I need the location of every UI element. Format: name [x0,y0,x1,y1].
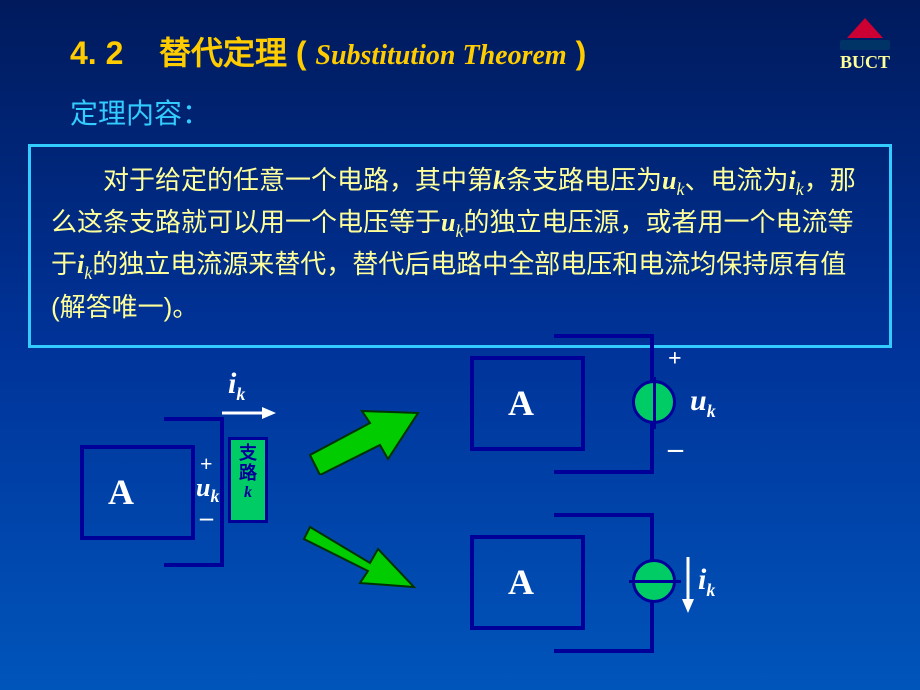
branch-sub: k [231,484,265,502]
theorem-part3: 、电流为 [685,165,789,195]
title-en: Substitution Theorem [315,40,566,71]
paren-open: ( [296,35,307,71]
sub-k1: k [677,179,685,199]
label-a-left: A [108,471,134,513]
ik-arrow-left [220,403,280,423]
minus-left: – [200,503,213,533]
u-top-sub: k [707,401,716,421]
slide-title: 4. 2 替代定理 ( Substitution Theorem ) [70,28,586,74]
logo-base-icon [840,40,890,50]
theorem-part2: 条支路电压为 [506,165,662,195]
ik-sub-left: k [236,384,245,404]
var-u2: u [441,208,455,237]
logo-text: BUCT [840,52,890,73]
label-a-bottom: A [508,561,534,603]
logo-triangle-icon [847,18,883,38]
arrow-up-icon [300,405,420,475]
ik-arrow-bottom [678,555,698,617]
u-left-var: u [196,473,210,502]
current-source-icon [632,559,676,603]
section-number: 4. 2 [70,35,123,71]
ik-sub-bottom: k [706,580,715,600]
buct-logo: BUCT [840,18,890,73]
diagram-area: A + uk – 支 路 k ik A + – uk [0,340,920,690]
var-i1: i [789,166,796,195]
var-u1: u [662,166,676,195]
branch-k-box: 支 路 k [228,437,268,523]
branch-line2: 路 [231,464,265,484]
theorem-text: 对于给定的任意一个电路，其中第k条支路电压为uk、电流为ik，那么这条支路就可以… [51,161,869,327]
sub-k2: k [796,179,804,199]
u-top-var: u [690,384,707,417]
ik-label-bottom: ik [698,563,715,601]
theorem-box: 对于给定的任意一个电路，其中第k条支路电压为uk、电流为ik，那么这条支路就可以… [28,144,892,348]
branch-line1: 支 [231,444,265,464]
u-top: uk [690,384,716,422]
voltage-source-icon [632,380,676,424]
label-a-top: A [508,382,534,424]
minus-top: – [668,432,683,466]
subtitle: 定理内容： [70,92,210,132]
theorem-part1: 对于给定的任意一个电路，其中第 [103,165,493,195]
theorem-part6: 的独立电流源来替代，替代后电路中全部电压和电流均保持原有值(解答唯一)。 [51,249,846,321]
arrow-down-icon [300,515,420,595]
title-cn: 替代定理 [159,35,287,71]
paren-close: ) [576,35,587,71]
ik-label-left: ik [228,367,245,405]
var-k: k [493,166,506,195]
plus-top: + [668,346,682,373]
